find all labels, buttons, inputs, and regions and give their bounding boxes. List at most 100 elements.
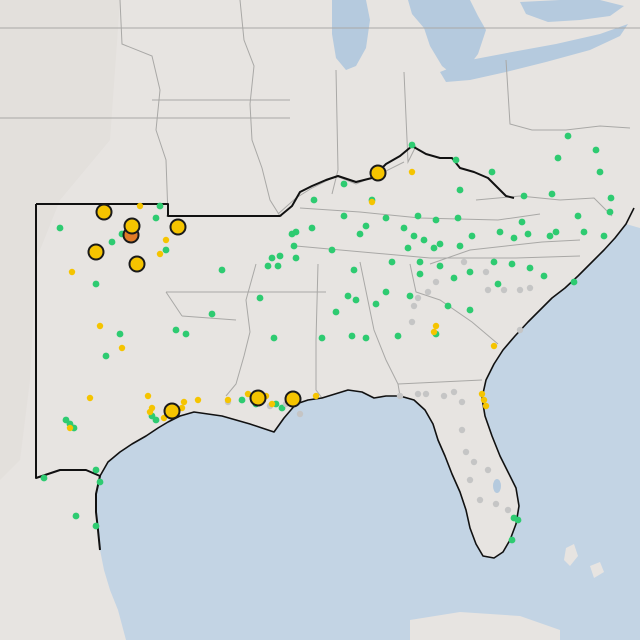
site-marker-green[interactable] [400, 224, 408, 232]
site-marker-yellow-large[interactable] [249, 389, 267, 407]
site-marker-green[interactable] [372, 300, 380, 308]
site-marker-yellow[interactable] [118, 344, 126, 352]
site-marker-yellow[interactable] [224, 396, 232, 404]
site-marker-gray[interactable] [516, 326, 524, 334]
site-marker-yellow-large[interactable] [369, 164, 387, 182]
site-marker-gray[interactable] [432, 278, 440, 286]
site-marker-green[interactable] [340, 180, 348, 188]
site-marker-green[interactable] [456, 186, 464, 194]
site-marker-green[interactable] [580, 228, 588, 236]
site-marker-green[interactable] [382, 288, 390, 296]
site-marker-green[interactable] [102, 352, 110, 360]
site-marker-green[interactable] [352, 296, 360, 304]
site-marker-yellow-large[interactable] [284, 390, 302, 408]
site-marker-gray[interactable] [526, 284, 534, 292]
site-marker-green[interactable] [420, 236, 428, 244]
site-marker-yellow[interactable] [178, 404, 186, 412]
site-marker-green[interactable] [394, 332, 402, 340]
site-marker-gray[interactable] [462, 448, 470, 456]
site-marker-green[interactable] [268, 254, 276, 262]
site-marker-gray[interactable] [414, 294, 422, 302]
site-marker-gray[interactable] [470, 458, 478, 466]
site-marker-green[interactable] [430, 244, 438, 252]
site-marker-green[interactable] [526, 264, 534, 272]
site-marker-green[interactable] [290, 242, 298, 250]
site-marker-yellow[interactable] [244, 390, 252, 398]
site-marker-gray[interactable] [410, 302, 418, 310]
site-marker-green[interactable] [340, 212, 348, 220]
site-marker-green[interactable] [454, 214, 462, 222]
site-marker-green[interactable] [494, 280, 502, 288]
site-marker-green[interactable] [162, 246, 170, 254]
site-marker-green[interactable] [416, 258, 424, 266]
site-marker-yellow[interactable] [408, 168, 416, 176]
site-marker-yellow-large[interactable] [87, 243, 105, 261]
site-marker-green[interactable] [496, 228, 504, 236]
site-marker-yellow[interactable] [480, 396, 488, 404]
site-marker-green[interactable] [332, 308, 340, 316]
site-marker-green[interactable] [524, 230, 532, 238]
site-marker-green[interactable] [518, 218, 526, 226]
site-marker-green[interactable] [356, 230, 364, 238]
site-marker-yellow[interactable] [490, 342, 498, 350]
site-marker-green[interactable] [152, 214, 160, 222]
site-marker-green[interactable] [172, 326, 180, 334]
site-marker-gray[interactable] [484, 286, 492, 294]
site-marker-green[interactable] [72, 512, 80, 520]
site-marker-yellow-large[interactable] [123, 217, 141, 235]
site-marker-green[interactable] [452, 156, 460, 164]
site-marker-green[interactable] [488, 168, 496, 176]
site-marker-green[interactable] [490, 258, 498, 266]
site-marker-green[interactable] [308, 224, 316, 232]
site-marker-green[interactable] [607, 194, 615, 202]
site-marker-yellow-large[interactable] [163, 402, 181, 420]
site-marker-green[interactable] [348, 332, 356, 340]
site-marker-green[interactable] [570, 278, 578, 286]
site-marker-yellow[interactable] [180, 398, 188, 406]
site-marker-green[interactable] [508, 260, 516, 268]
site-marker-green[interactable] [514, 516, 522, 524]
site-marker-green[interactable] [344, 292, 352, 300]
site-marker-green[interactable] [592, 146, 600, 154]
site-marker-gray[interactable] [458, 426, 466, 434]
site-marker-yellow[interactable] [156, 250, 164, 258]
site-marker-yellow-large[interactable] [95, 203, 113, 221]
site-marker-gray[interactable] [414, 390, 422, 398]
site-marker-yellow[interactable] [146, 408, 154, 416]
site-marker-green[interactable] [156, 202, 164, 210]
site-marker-green[interactable] [328, 246, 336, 254]
site-marker-green[interactable] [256, 294, 264, 302]
site-marker-green[interactable] [520, 192, 528, 200]
site-marker-gray[interactable] [500, 286, 508, 294]
site-marker-green[interactable] [278, 404, 286, 412]
site-marker-green[interactable] [56, 224, 64, 232]
site-marker-gray[interactable] [466, 476, 474, 484]
site-marker-yellow[interactable] [162, 236, 170, 244]
site-marker-green[interactable] [96, 478, 104, 486]
site-marker-green[interactable] [182, 330, 190, 338]
site-marker-green[interactable] [276, 252, 284, 260]
site-marker-yellow[interactable] [312, 392, 320, 400]
site-marker-green[interactable] [408, 141, 416, 149]
site-marker-gray[interactable] [424, 288, 432, 296]
site-marker-yellow[interactable] [478, 390, 486, 398]
site-marker-green[interactable] [208, 310, 216, 318]
site-marker-green[interactable] [40, 474, 48, 482]
site-marker-yellow[interactable] [68, 268, 76, 276]
site-marker-yellow[interactable] [66, 424, 74, 432]
site-marker-gray[interactable] [422, 390, 430, 398]
site-marker-yellow[interactable] [96, 322, 104, 330]
site-marker-yellow[interactable] [432, 322, 440, 330]
site-marker-green[interactable] [554, 154, 562, 162]
site-marker-green[interactable] [468, 232, 476, 240]
site-marker-green[interactable] [574, 212, 582, 220]
site-marker-green[interactable] [116, 330, 124, 338]
site-marker-green[interactable] [564, 132, 572, 140]
site-marker-yellow[interactable] [194, 396, 202, 404]
site-marker-yellow[interactable] [136, 202, 144, 210]
site-marker-green[interactable] [510, 234, 518, 242]
site-marker-green[interactable] [108, 238, 116, 246]
site-marker-green[interactable] [350, 266, 358, 274]
site-marker-gray[interactable] [516, 286, 524, 294]
